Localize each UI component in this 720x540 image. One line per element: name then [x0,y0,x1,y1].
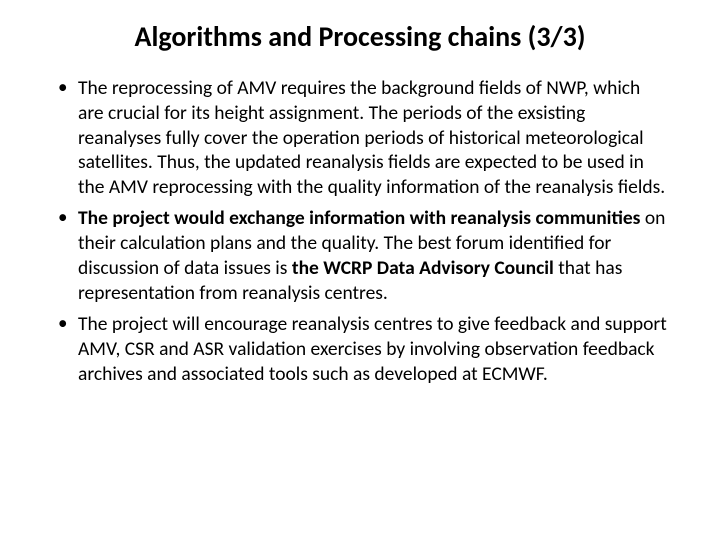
bullet-text: the WCRP Data Advisory Council [292,256,554,280]
bullet-text: The project will encourage reanalysis ce… [78,312,667,386]
bullet-text: The project would exchange information w… [78,206,640,230]
bullet-item: The reprocessing of AMV requires the bac… [50,76,670,201]
slide-title: Algorithms and Processing chains (3/3) [50,20,670,54]
bullet-text: The reprocessing of AMV requires the bac… [78,76,665,200]
slide: Algorithms and Processing chains (3/3) T… [0,0,720,413]
bullet-item: The project would exchange information w… [50,206,670,306]
bullet-list: The reprocessing of AMV requires the bac… [50,76,670,387]
bullet-item: The project will encourage reanalysis ce… [50,312,670,387]
